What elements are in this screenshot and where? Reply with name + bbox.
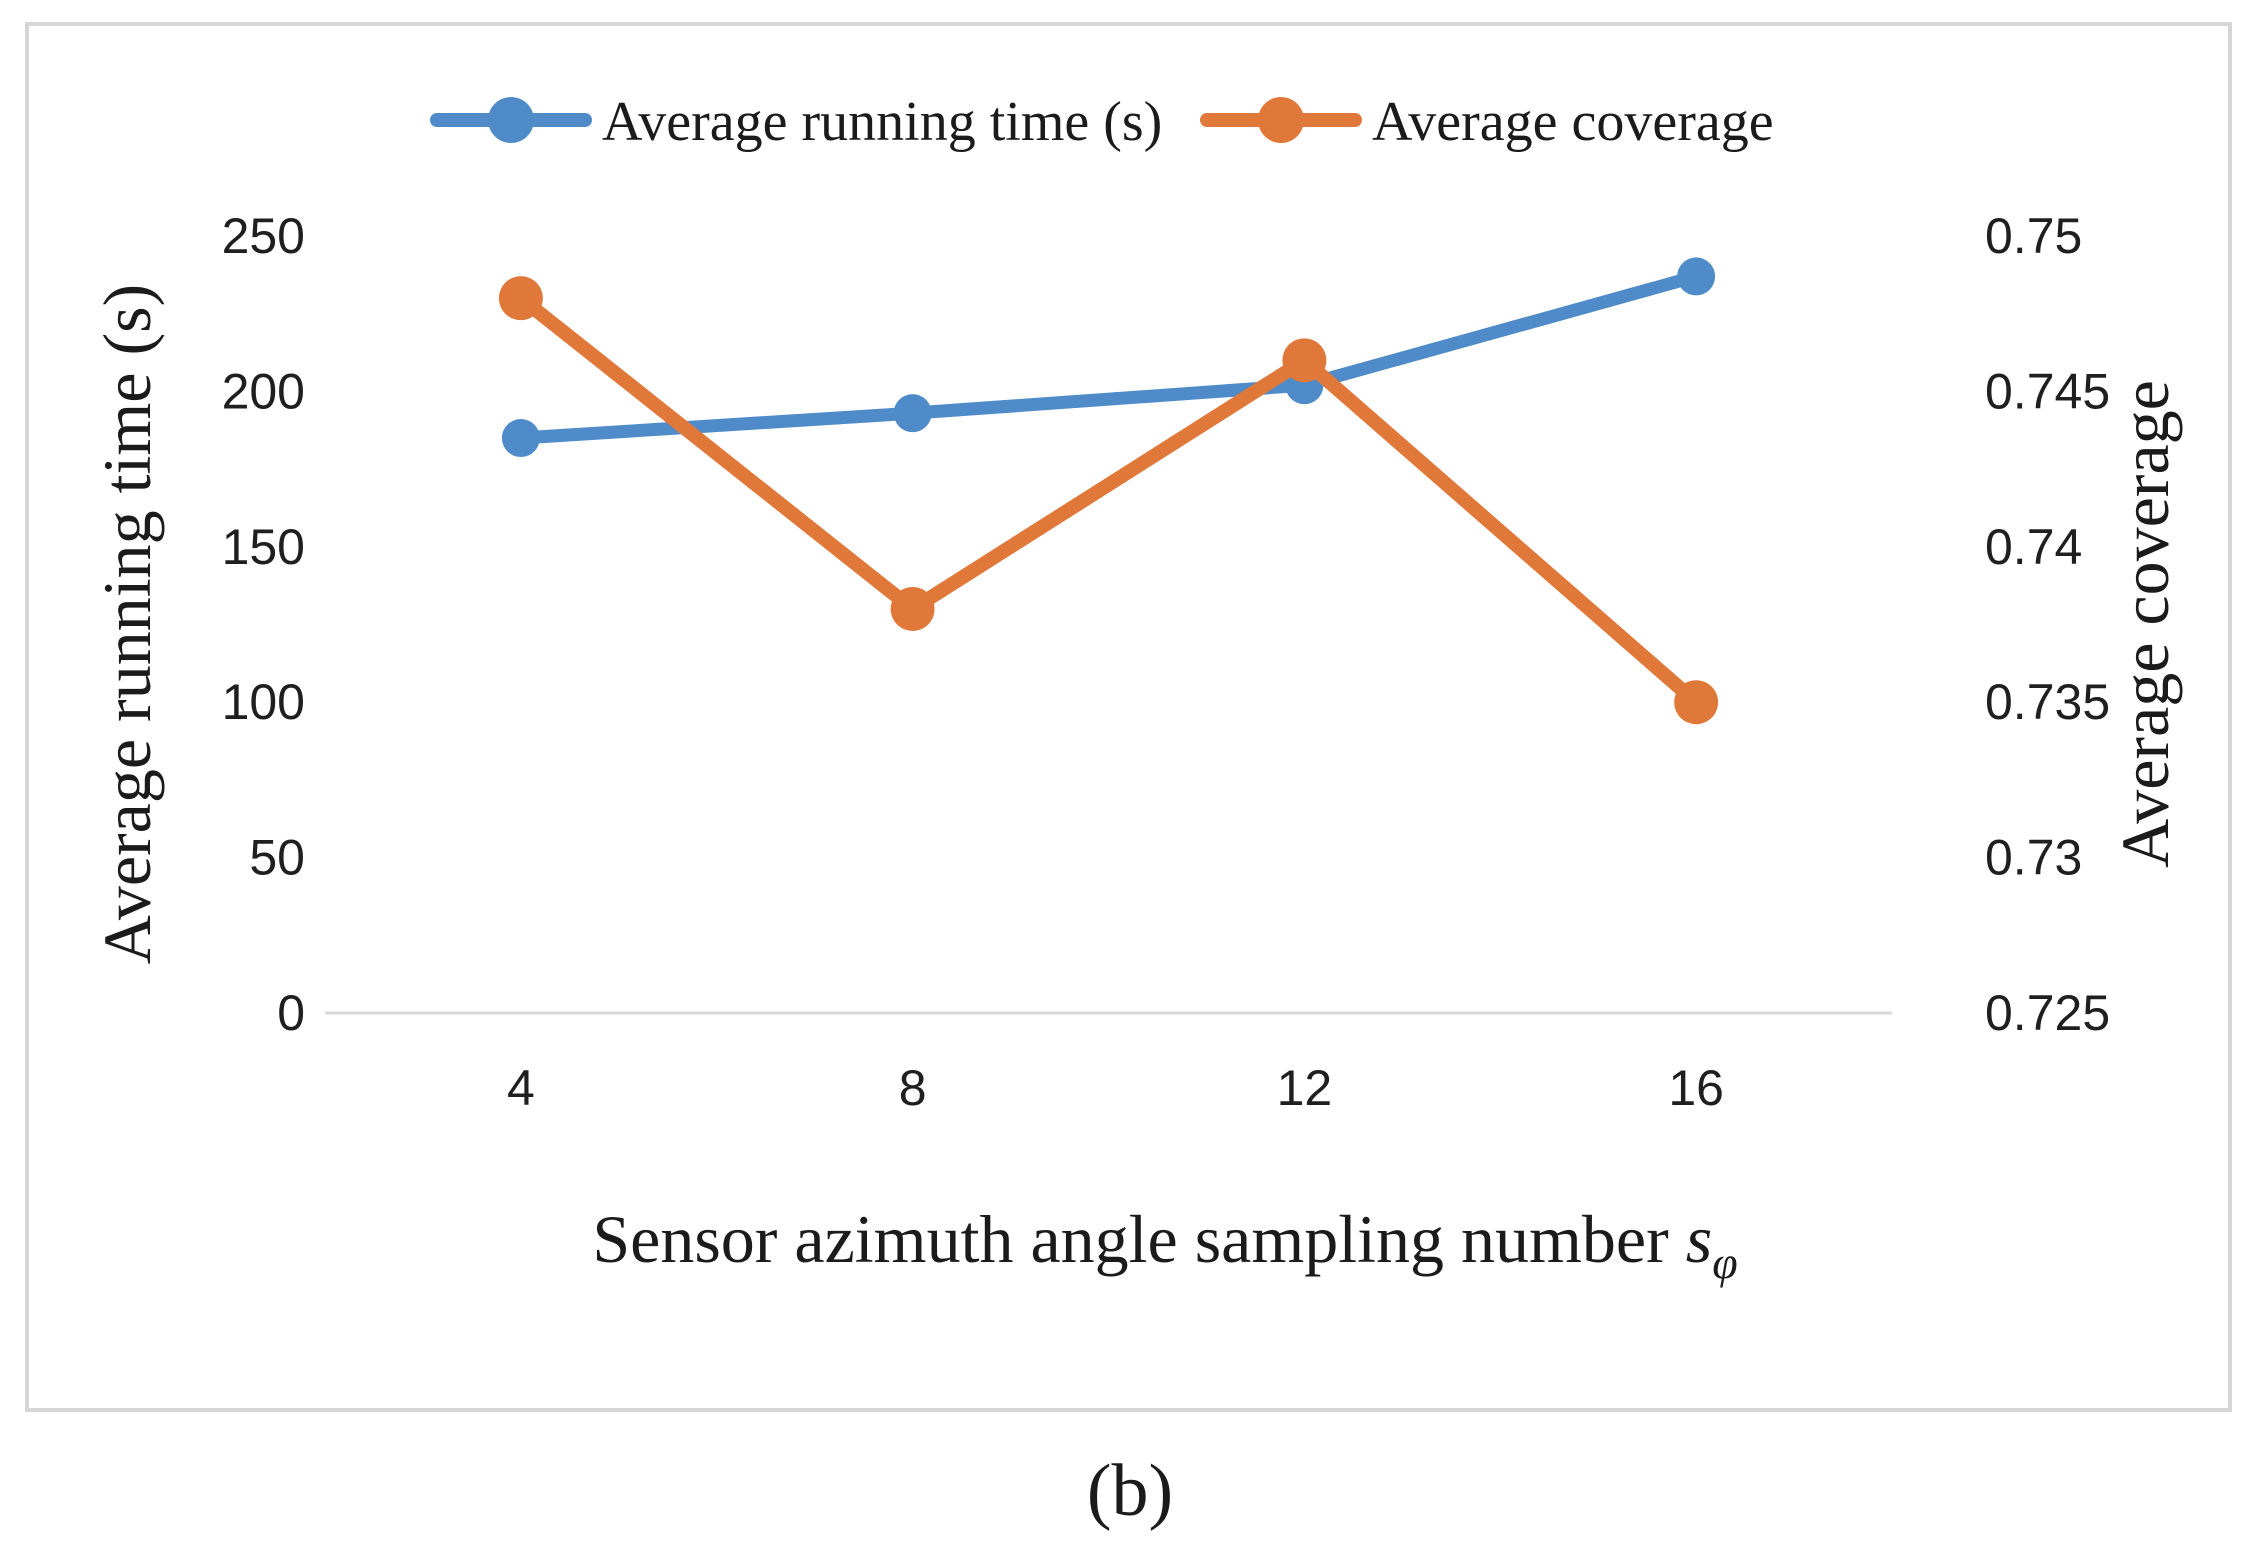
legend-item-running-time: Average running time (s) (430, 91, 1162, 153)
x-axis-tick-label: 8 (899, 1060, 927, 1116)
left-axis-tick-label: 50 (249, 830, 305, 886)
right-axis-title: Average coverage (2107, 380, 2183, 868)
left-axis-tick-label: 100 (222, 674, 305, 730)
x-axis-title-variable: s (1686, 1201, 1712, 1277)
series-marker-running-time (893, 394, 932, 433)
right-axis-tick-label: 0.725 (1985, 985, 2110, 1041)
right-axis-tick-label: 0.735 (1985, 674, 2110, 730)
panel-caption: (b) (1087, 1450, 1173, 1532)
series-marker-coverage (498, 276, 543, 321)
series-line-running-time (514, 269, 1703, 445)
right-axis-tick-labels: 0.725 0.73 0.735 0.74 0.745 0.75 (1985, 208, 2110, 1041)
chart-frame-border (25, 22, 2232, 1412)
left-axis-tick-label: 150 (222, 519, 305, 575)
legend-label-coverage: Average coverage (1372, 91, 1774, 153)
x-axis-tick-label: 16 (1668, 1060, 1724, 1116)
left-axis-tick-labels: 0 50 100 150 200 250 (222, 208, 305, 1041)
legend-item-coverage: Average coverage (1200, 91, 1774, 153)
left-axis-tick-label: 0 (277, 985, 305, 1041)
x-axis-title: Sensor azimuth angle sampling number sφ (592, 1201, 1737, 1288)
right-axis-tick-label: 0.73 (1985, 830, 2082, 886)
x-axis-title-main: Sensor azimuth angle sampling number (592, 1201, 1685, 1277)
left-axis-tick-label: 250 (222, 208, 305, 264)
series-line-coverage (513, 291, 1704, 710)
x-axis-tick-label: 4 (507, 1060, 535, 1116)
series-marker-running-time (1677, 257, 1716, 296)
legend-label-running-time: Average running time (s) (602, 91, 1162, 153)
right-axis-tick-label: 0.75 (1985, 208, 2082, 264)
x-axis-tick-labels: 4 8 12 16 (507, 1060, 1724, 1116)
left-axis-title: Average running time (s) (89, 284, 165, 964)
series-marker-coverage (1674, 680, 1719, 725)
series-marker-running-time (501, 419, 540, 458)
left-axis-tick-label: 200 (222, 363, 305, 419)
series-marker-coverage (890, 586, 935, 631)
x-axis-title-subscript: φ (1712, 1237, 1737, 1288)
right-axis-tick-label: 0.74 (1985, 519, 2082, 575)
legend-marker-orange (1258, 97, 1304, 143)
data-series (498, 257, 1719, 725)
legend-marker-blue (488, 97, 534, 143)
x-axis-tick-label: 12 (1277, 1060, 1333, 1116)
series-marker-coverage (1282, 338, 1327, 383)
right-axis-tick-label: 0.745 (1985, 363, 2110, 419)
chart-legend: Average running time (s) Average coverag… (430, 91, 1774, 153)
